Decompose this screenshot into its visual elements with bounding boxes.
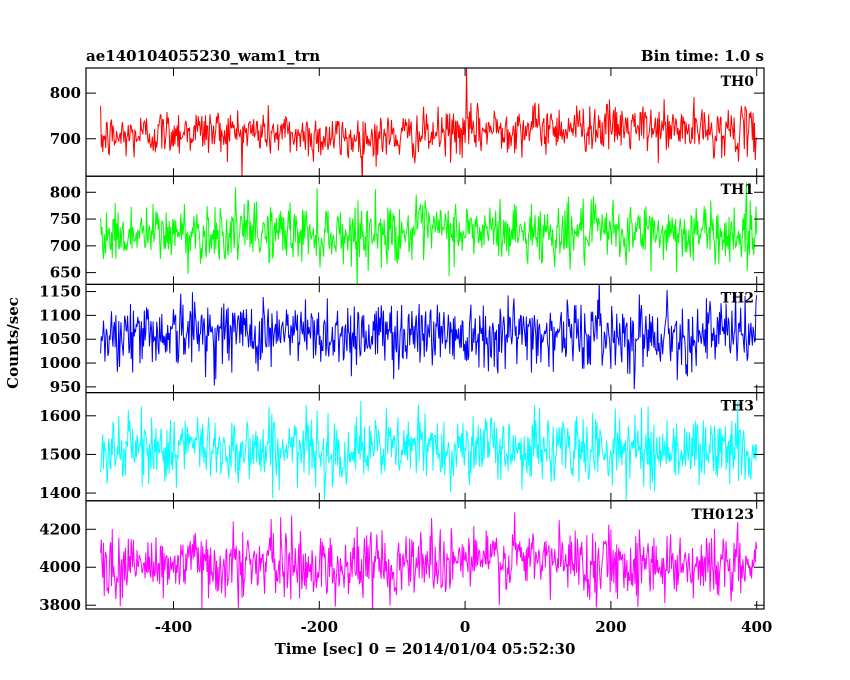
panel-th2: TH2 950 1000 1050 1100 1150 [39,283,765,396]
series-th0123 [100,512,758,609]
y-tick-label: 750 [50,210,81,228]
x-axis-label: Time [sec] 0 = 2014/01/04 05:52:30 [275,640,576,658]
chart-title-left: ae140104055230_wam1_trn [86,47,320,65]
y-tick-label: 1400 [39,484,81,502]
y-tick-label: 1500 [39,445,81,463]
panel-label: TH0123 [691,507,754,523]
chart-title-right: Bin time: 1.0 s [641,47,764,65]
y-tick-label: 700 [50,237,81,255]
series-th3 [100,401,758,501]
panel-frame [85,500,765,610]
y-tick-label: 3800 [39,596,81,614]
x-tick-label: 0 [460,618,470,636]
panels-group: TH0 700 800 TH1 650 700 750 800 TH2 950 1000 1050 11… [39,67,772,636]
panel-label: TH0 [721,74,755,90]
x-tick-label: 400 [741,618,772,636]
y-tick-label: 950 [50,378,81,396]
series-th0 [100,68,758,177]
x-tick-label: -200 [301,618,339,636]
panel-label: TH1 [721,182,754,198]
y-tick-label: 800 [50,84,81,102]
panel-th3: TH3 1400 1500 1600 [39,392,765,502]
panel-th0123: TH0123 3800 4000 4200 [39,500,765,614]
panel-th0: TH0 700 800 [50,67,765,177]
series-th2 [100,284,758,390]
y-tick-label: 650 [50,264,81,282]
series-th1 [100,182,758,285]
y-tick-label: 1100 [39,306,81,324]
y-tick-label: 800 [50,183,81,201]
y-tick-label: 700 [50,130,81,148]
y-tick-label: 4200 [39,520,81,538]
y-tick-label: 1050 [39,330,81,348]
y-axis-label: Counts/sec [4,297,22,389]
panel-th1: TH1 650 700 750 800 [50,175,765,285]
x-tick-label: -400 [155,618,193,636]
y-tick-label: 4000 [39,558,81,576]
y-tick-label: 1150 [39,283,81,301]
y-tick-label: 1600 [39,407,81,425]
panel-label: TH3 [721,399,754,415]
x-tick-label: 200 [595,618,626,636]
panel-label: TH2 [721,290,754,306]
y-tick-label: 1000 [39,354,81,372]
